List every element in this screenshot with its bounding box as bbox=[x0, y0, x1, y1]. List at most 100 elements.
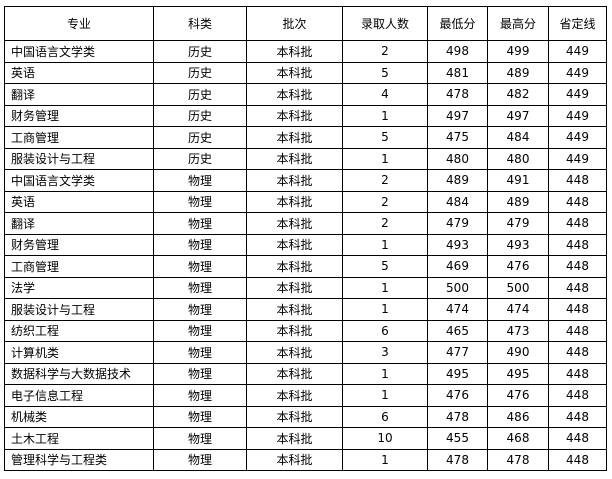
cell-provincial-line: 449 bbox=[548, 126, 607, 149]
cell-max-score: 490 bbox=[487, 341, 549, 364]
cell-max-score: 476 bbox=[487, 384, 549, 407]
cell-batch: 本科批 bbox=[246, 147, 343, 170]
cell-major: 翻译 bbox=[4, 83, 154, 106]
cell-max-score: 473 bbox=[487, 319, 549, 342]
cell-batch: 本科批 bbox=[246, 61, 343, 84]
table-row: 服装设计与工程 历史 本科批 1 480 480 449 bbox=[4, 147, 607, 170]
cell-min-score: 476 bbox=[427, 384, 488, 407]
table-row: 法学 物理 本科批 1 500 500 448 bbox=[4, 276, 607, 299]
cell-admitted-count: 1 bbox=[342, 233, 428, 256]
cell-major: 法学 bbox=[4, 276, 154, 299]
table-row: 服装设计与工程 物理 本科批 1 474 474 448 bbox=[4, 298, 607, 321]
cell-min-score: 469 bbox=[427, 255, 488, 278]
cell-provincial-line: 448 bbox=[548, 341, 607, 364]
cell-admitted-count: 3 bbox=[342, 341, 428, 364]
cell-batch: 本科批 bbox=[246, 405, 343, 428]
cell-batch: 本科批 bbox=[246, 169, 343, 192]
cell-max-score: 468 bbox=[487, 427, 549, 450]
cell-batch: 本科批 bbox=[246, 298, 343, 321]
cell-major: 工商管理 bbox=[4, 126, 154, 149]
cell-admitted-count: 2 bbox=[342, 190, 428, 213]
cell-provincial-line: 448 bbox=[548, 448, 607, 471]
cell-provincial-line: 448 bbox=[548, 255, 607, 278]
cell-batch: 本科批 bbox=[246, 190, 343, 213]
cell-min-score: 481 bbox=[427, 61, 488, 84]
cell-min-score: 498 bbox=[427, 40, 488, 63]
cell-max-score: 500 bbox=[487, 276, 549, 299]
cell-provincial-line: 448 bbox=[548, 276, 607, 299]
cell-batch: 本科批 bbox=[246, 104, 343, 127]
cell-min-score: 478 bbox=[427, 448, 488, 471]
cell-category: 物理 bbox=[153, 212, 247, 235]
table-row: 工商管理 历史 本科批 5 475 484 449 bbox=[4, 126, 607, 149]
cell-admitted-count: 6 bbox=[342, 405, 428, 428]
admission-scores-table: 专业 科类 批次 录取人数 最低分 最高分 省定线 中国语言文学类 历史 本科批 2 498 499 4… bbox=[4, 6, 607, 471]
cell-category: 物理 bbox=[153, 448, 247, 471]
cell-admitted-count: 2 bbox=[342, 169, 428, 192]
cell-major: 英语 bbox=[4, 190, 154, 213]
cell-max-score: 476 bbox=[487, 255, 549, 278]
cell-min-score: 465 bbox=[427, 319, 488, 342]
table-row: 电子信息工程 物理 本科批 1 476 476 448 bbox=[4, 384, 607, 407]
cell-category: 物理 bbox=[153, 362, 247, 385]
cell-min-score: 474 bbox=[427, 298, 488, 321]
cell-provincial-line: 449 bbox=[548, 61, 607, 84]
cell-min-score: 455 bbox=[427, 427, 488, 450]
cell-batch: 本科批 bbox=[246, 276, 343, 299]
cell-batch: 本科批 bbox=[246, 362, 343, 385]
cell-category: 物理 bbox=[153, 169, 247, 192]
cell-max-score: 491 bbox=[487, 169, 549, 192]
cell-category: 物理 bbox=[153, 405, 247, 428]
cell-major: 财务管理 bbox=[4, 233, 154, 256]
cell-batch: 本科批 bbox=[246, 83, 343, 106]
cell-max-score: 489 bbox=[487, 190, 549, 213]
cell-provincial-line: 449 bbox=[548, 147, 607, 170]
cell-max-score: 478 bbox=[487, 448, 549, 471]
cell-provincial-line: 448 bbox=[548, 405, 607, 428]
cell-max-score: 480 bbox=[487, 147, 549, 170]
cell-max-score: 493 bbox=[487, 233, 549, 256]
cell-category: 物理 bbox=[153, 427, 247, 450]
cell-category: 物理 bbox=[153, 276, 247, 299]
cell-admitted-count: 10 bbox=[342, 427, 428, 450]
cell-admitted-count: 1 bbox=[342, 147, 428, 170]
cell-major: 管理科学与工程类 bbox=[4, 448, 154, 471]
cell-category: 物理 bbox=[153, 319, 247, 342]
header-batch: 批次 bbox=[246, 6, 343, 41]
header-row: 专业 科类 批次 录取人数 最低分 最高分 省定线 bbox=[4, 6, 607, 41]
cell-provincial-line: 448 bbox=[548, 427, 607, 450]
cell-admitted-count: 1 bbox=[342, 298, 428, 321]
cell-max-score: 497 bbox=[487, 104, 549, 127]
table-row: 土木工程 物理 本科批 10 455 468 448 bbox=[4, 427, 607, 450]
cell-category: 物理 bbox=[153, 298, 247, 321]
cell-min-score: 478 bbox=[427, 405, 488, 428]
header-provincial-line: 省定线 bbox=[548, 6, 607, 41]
cell-provincial-line: 448 bbox=[548, 212, 607, 235]
cell-category: 物理 bbox=[153, 384, 247, 407]
header-max-score: 最高分 bbox=[487, 6, 549, 41]
cell-major: 服装设计与工程 bbox=[4, 147, 154, 170]
table-row: 工商管理 物理 本科批 5 469 476 448 bbox=[4, 255, 607, 278]
cell-provincial-line: 449 bbox=[548, 83, 607, 106]
cell-min-score: 475 bbox=[427, 126, 488, 149]
cell-category: 物理 bbox=[153, 255, 247, 278]
cell-provincial-line: 448 bbox=[548, 233, 607, 256]
table-row: 翻译 物理 本科批 2 479 479 448 bbox=[4, 212, 607, 235]
table-row: 纺织工程 物理 本科批 6 465 473 448 bbox=[4, 319, 607, 342]
cell-major: 中国语言文学类 bbox=[4, 169, 154, 192]
cell-category: 历史 bbox=[153, 61, 247, 84]
header-min-score: 最低分 bbox=[427, 6, 488, 41]
cell-major: 服装设计与工程 bbox=[4, 298, 154, 321]
cell-batch: 本科批 bbox=[246, 341, 343, 364]
cell-major: 纺织工程 bbox=[4, 319, 154, 342]
table-row: 中国语言文学类 物理 本科批 2 489 491 448 bbox=[4, 169, 607, 192]
cell-max-score: 479 bbox=[487, 212, 549, 235]
cell-max-score: 495 bbox=[487, 362, 549, 385]
cell-major: 英语 bbox=[4, 61, 154, 84]
table-row: 管理科学与工程类 物理 本科批 1 478 478 448 bbox=[4, 448, 607, 471]
cell-major: 中国语言文学类 bbox=[4, 40, 154, 63]
cell-min-score: 479 bbox=[427, 212, 488, 235]
cell-batch: 本科批 bbox=[246, 427, 343, 450]
cell-batch: 本科批 bbox=[246, 255, 343, 278]
cell-major: 翻译 bbox=[4, 212, 154, 235]
